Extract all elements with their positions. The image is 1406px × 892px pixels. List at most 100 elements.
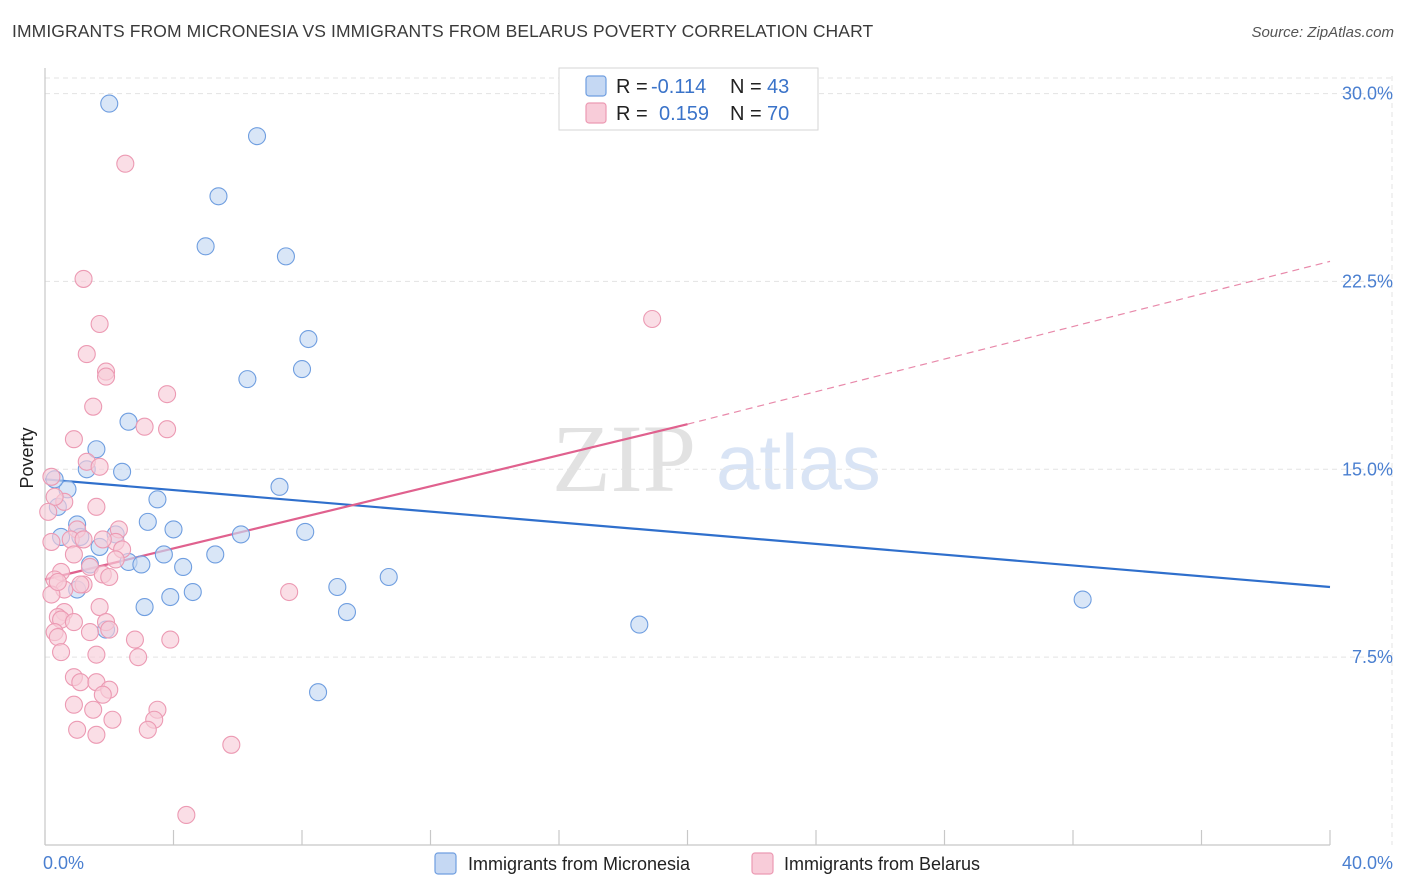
y-tick-label: 30.0% — [1342, 84, 1393, 104]
scatter-point-belarus — [100, 620, 119, 639]
scatter-point-micronesia — [132, 555, 151, 574]
scatter-point-micronesia — [292, 360, 312, 379]
scatter-point-belarus — [42, 532, 61, 551]
scatter-point-belarus — [64, 695, 83, 714]
legend-n-label-1: N = — [730, 76, 762, 98]
x-tick-label-min: 0.0% — [43, 853, 84, 873]
scatter-point-belarus — [74, 530, 93, 549]
scatter-point-micronesia — [138, 512, 157, 531]
scatter-point-belarus — [74, 269, 93, 288]
y-tick-labels: 7.5% 15.0% 22.5% 30.0% — [1342, 84, 1393, 668]
scatter-point-belarus — [80, 623, 100, 642]
scatter-point-belarus — [68, 720, 87, 739]
scatter-point-micronesia — [630, 615, 649, 634]
scatter-point-belarus — [64, 430, 83, 449]
scatter-point-micronesia — [87, 440, 106, 459]
scatter-point-belarus — [90, 314, 109, 334]
bottom-legend: Immigrants from Micronesia Immigrants fr… — [434, 852, 980, 875]
scatter-point-belarus — [87, 645, 106, 664]
bottom-legend-swatch-belarus — [751, 852, 774, 875]
scatter-point-belarus — [48, 628, 67, 647]
scatter-point-belarus — [71, 575, 90, 594]
scatter-point-micronesia — [238, 370, 257, 389]
bottom-legend-swatch-micronesia — [434, 852, 457, 875]
scatter-point-micronesia — [296, 522, 315, 541]
x-tick-labels: 0.0% 40.0% — [43, 853, 1393, 873]
scatter-point-micronesia — [206, 545, 225, 564]
scatter-point-belarus — [87, 725, 106, 744]
x-tick-label-max: 40.0% — [1342, 853, 1393, 873]
scatter-point-micronesia — [247, 127, 267, 146]
scatter-point-belarus — [158, 385, 177, 404]
trend-lines — [44, 260, 1331, 589]
scatter-point-micronesia — [276, 247, 295, 266]
scatter-point-belarus — [84, 700, 103, 719]
scatter-point-micronesia — [135, 597, 154, 617]
bottom-legend-label-belarus: Immigrants from Belarus — [784, 854, 980, 874]
y-tick-label: 22.5% — [1342, 271, 1393, 291]
scatter-point-belarus — [222, 735, 241, 754]
scatter-point-belarus — [39, 502, 58, 521]
scatter-point-belarus — [280, 582, 299, 602]
legend-r-value-2: 0.159 — [659, 103, 709, 125]
legend-n-value-2: 70 — [767, 103, 789, 125]
watermark: ZIP atlas — [552, 405, 881, 512]
bottom-legend-label-micronesia: Immigrants from Micronesia — [468, 854, 691, 874]
scatter-point-belarus — [116, 154, 135, 173]
scatter-point-micronesia — [164, 520, 183, 539]
scatter-point-belarus — [158, 420, 177, 439]
scatter-point-belarus — [87, 497, 106, 516]
scatter-point-micronesia — [119, 412, 138, 431]
scatter-point-belarus — [138, 720, 157, 739]
scatter-point-micronesia — [183, 582, 202, 602]
scatter-point-micronesia — [379, 567, 398, 587]
y-tick-label: 15.0% — [1342, 459, 1393, 479]
scatter-point-belarus — [48, 572, 67, 592]
scatter-point-micronesia — [309, 683, 328, 702]
scatter-point-belarus — [90, 597, 109, 617]
scatter-point-micronesia — [231, 525, 251, 544]
scatter-point-belarus — [93, 530, 112, 549]
watermark-zip: ZIP — [552, 405, 696, 512]
scatter-point-micronesia — [148, 490, 167, 509]
legend: R = -0.114 N = 43 R = 0.159 N = 70 — [558, 67, 819, 131]
scatter-point-belarus — [90, 457, 109, 476]
legend-r-label-2: R = — [616, 103, 648, 125]
scatter-point-micronesia — [299, 329, 318, 349]
chart-title: IMMIGRANTS FROM MICRONESIA VS IMMIGRANTS… — [12, 21, 874, 41]
scatter-point-belarus — [45, 487, 64, 506]
scatter-point-belarus — [177, 805, 196, 824]
scatter-point-belarus — [64, 613, 83, 632]
y-axis-label: Poverty — [17, 427, 37, 488]
scatter-point-micronesia — [154, 545, 173, 564]
scatter-point-micronesia — [196, 237, 215, 256]
axes — [44, 68, 1331, 846]
scatter-point-belarus — [96, 367, 116, 386]
scatter-point-belarus — [52, 643, 71, 662]
scatter-points — [39, 94, 1092, 824]
scatter-point-micronesia — [113, 462, 132, 481]
scatter-point-belarus — [84, 397, 103, 416]
y-tick-label: 7.5% — [1352, 647, 1393, 667]
legend-n-label-2: N = — [730, 103, 762, 125]
grid — [45, 76, 1393, 845]
scatter-point-belarus — [129, 648, 148, 667]
legend-n-value-1: 43 — [767, 76, 789, 98]
legend-r-label-1: R = — [616, 76, 648, 98]
legend-swatch-micronesia — [585, 75, 607, 97]
trend-extension-belarus — [687, 260, 1331, 425]
scatter-point-micronesia — [161, 587, 180, 607]
trend-line-micronesia — [44, 478, 1331, 589]
scatter-point-micronesia — [270, 477, 289, 496]
scatter-point-belarus — [42, 467, 61, 486]
scatter-point-belarus — [71, 673, 90, 692]
scatter-point-belarus — [125, 630, 144, 649]
scatter-point-belarus — [106, 550, 125, 569]
scatter-point-micronesia — [337, 603, 357, 622]
scatter-point-belarus — [161, 630, 180, 649]
scatter-point-belarus — [103, 710, 122, 729]
scatter-point-belarus — [93, 685, 112, 704]
scatter-point-micronesia — [100, 94, 119, 113]
legend-swatch-belarus — [585, 102, 607, 124]
